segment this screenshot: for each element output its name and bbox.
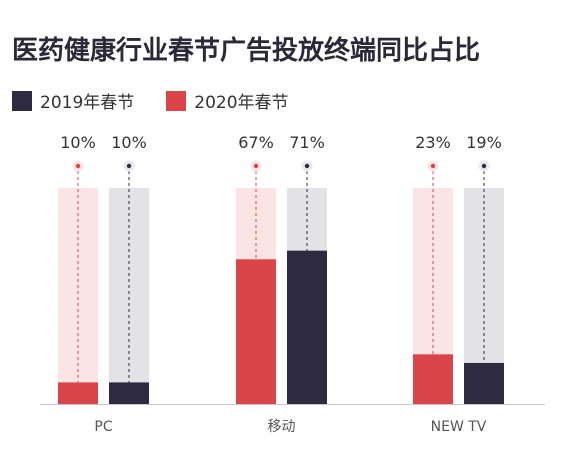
x-tick-label-移动: 移动 bbox=[268, 419, 296, 435]
bar-pc-2020 bbox=[58, 382, 98, 404]
x-tick-label-new-tv: NEW TV bbox=[431, 419, 487, 435]
bar-dot-pc-2019 bbox=[126, 163, 132, 169]
legend-item-2019: 2019年春节 bbox=[12, 88, 134, 113]
bar-value-label-移动-2020: 67% bbox=[238, 133, 274, 152]
bar-dot-移动-2019 bbox=[304, 163, 310, 169]
chart-legend: 2019年春节 2020年春节 bbox=[12, 88, 321, 113]
bar-dot-new-tv-2019 bbox=[481, 163, 487, 169]
bar-track-pc-2020 bbox=[58, 188, 98, 404]
legend-label-2019: 2019年春节 bbox=[40, 93, 135, 113]
bar-pc-2019 bbox=[109, 382, 149, 404]
chart-title: 医药健康行业春节广告投放终端同比占比 bbox=[12, 36, 481, 66]
legend-item-2020: 2020年春节 bbox=[166, 88, 289, 113]
bar-移动-2020 bbox=[236, 259, 276, 404]
bar-dot-移动-2020 bbox=[253, 163, 259, 169]
bar-value-label-new-tv-2020: 23% bbox=[415, 133, 451, 152]
legend-swatch-2019 bbox=[12, 90, 32, 111]
bar-移动-2019 bbox=[287, 250, 327, 404]
x-tick-label-pc: PC bbox=[94, 419, 112, 435]
bar-value-label-移动-2019: 71% bbox=[289, 133, 325, 152]
bar-value-label-new-tv-2019: 19% bbox=[466, 133, 502, 152]
bar-value-label-pc-2020: 10% bbox=[60, 133, 96, 152]
bar-new-tv-2020 bbox=[413, 354, 453, 404]
bar-value-label-pc-2019: 10% bbox=[111, 133, 147, 152]
bar-dot-new-tv-2020 bbox=[430, 163, 436, 169]
legend-swatch-2020 bbox=[166, 90, 187, 111]
bar-dot-pc-2020 bbox=[75, 163, 81, 169]
bar-new-tv-2019 bbox=[464, 362, 504, 404]
bar-track-pc-2019 bbox=[109, 188, 149, 404]
legend-label-2020: 2020年春节 bbox=[194, 93, 289, 113]
